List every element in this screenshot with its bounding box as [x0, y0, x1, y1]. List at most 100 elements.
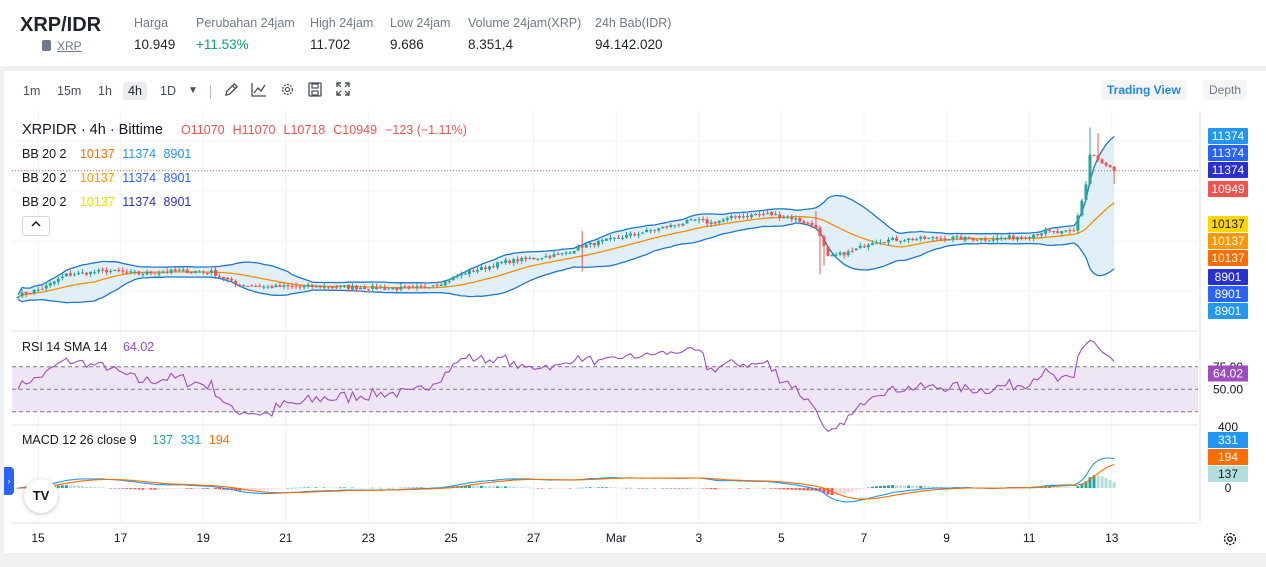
legend-bb-3[interactable]: BB 20 2 10137 11374 8901: [22, 195, 195, 209]
candle-body: [250, 285, 254, 287]
candle-body: [282, 285, 286, 287]
candle-body: [677, 224, 681, 226]
candle-body: [76, 272, 80, 275]
candle-body: [403, 286, 407, 288]
stat-turnover: 24h Bab(IDR) 94.142.020: [595, 16, 671, 52]
timeframe-1d[interactable]: 1D: [160, 84, 176, 98]
macd-histogram-bar: [907, 485, 911, 489]
macd-histogram-bar: [359, 487, 363, 489]
candle-body: [234, 280, 238, 285]
macd-histogram-bar: [149, 488, 153, 490]
fullscreen-icon[interactable]: [334, 82, 352, 100]
macd-histogram-bar: [548, 488, 552, 489]
stat-high: High 24jam 11.702: [310, 16, 373, 52]
candle-body: [713, 221, 717, 224]
macd-histogram-bar: [633, 487, 637, 489]
macd-histogram-bar: [169, 488, 173, 489]
coin-link[interactable]: XRP: [42, 39, 82, 53]
tradingview-logo[interactable]: TV: [24, 479, 58, 513]
candle-body: [862, 246, 866, 248]
candle-body: [262, 286, 266, 288]
depth-button[interactable]: Depth: [1203, 80, 1248, 100]
bb-label: BB 20 2: [22, 147, 67, 161]
settings-gear-icon[interactable]: [1222, 531, 1238, 551]
candle-body: [254, 285, 258, 287]
pencil-icon[interactable]: [222, 82, 240, 100]
gear-icon[interactable]: [278, 82, 296, 100]
candle-body: [778, 214, 782, 218]
macd-histogram-bar: [520, 487, 524, 489]
macd-histogram-bar: [262, 488, 266, 490]
legend-bb-1[interactable]: BB 20 2 10137 11374 8901: [22, 147, 195, 161]
macd-histogram-bar: [911, 485, 915, 489]
document-icon: [42, 40, 51, 51]
macd-axis-badge-label: 331: [1218, 433, 1238, 447]
macd-hist-value: 137: [152, 433, 173, 447]
macd-histogram-bar: [641, 488, 645, 489]
candle-body: [903, 240, 907, 242]
candle-body: [556, 253, 560, 255]
macd-histogram-bar: [544, 488, 548, 489]
macd-histogram-bar: [681, 488, 685, 489]
chevron-down-icon[interactable]: ▼: [188, 85, 198, 96]
macd-histogram-bar: [741, 488, 745, 489]
candle-body: [459, 273, 463, 276]
candle-body: [1040, 233, 1044, 236]
macd-histogram-bar: [205, 488, 209, 489]
candle-body: [181, 269, 185, 271]
side-panel-toggle[interactable]: ›: [4, 467, 14, 495]
timeframe-15m[interactable]: 15m: [57, 84, 82, 98]
line-chart-icon[interactable]: [250, 82, 268, 100]
bollinger-upper-line: [17, 135, 1115, 296]
macd-histogram-bar: [1076, 486, 1080, 489]
trading-view-button[interactable]: Trading View: [1101, 80, 1187, 100]
macd-histogram-bar: [822, 488, 826, 493]
candle-body: [342, 285, 346, 287]
bb-lower-value: 8901: [163, 195, 192, 209]
candle-body: [810, 223, 814, 226]
candle-body: [991, 239, 995, 241]
macd-histogram-bar: [310, 487, 314, 489]
candle-body: [1072, 230, 1076, 232]
candle-body: [455, 276, 459, 278]
legend-macd[interactable]: MACD 12 26 close 9 137 331 194: [22, 433, 234, 447]
candle-body: [226, 277, 230, 280]
candle-body: [782, 217, 786, 219]
candle-body: [568, 252, 572, 254]
bb-label: BB 20 2: [22, 195, 67, 209]
candle-body: [488, 266, 492, 270]
candle-body: [633, 234, 637, 236]
candle-body: [371, 285, 375, 289]
macd-histogram-bar: [528, 487, 532, 489]
save-icon[interactable]: [306, 82, 324, 100]
candle-body: [1011, 235, 1015, 239]
legend-rsi[interactable]: RSI 14 SMA 14 64.02: [22, 340, 158, 354]
candle-body: [451, 277, 455, 281]
toolbar-divider: [210, 85, 211, 99]
macd-value: 331: [180, 433, 202, 447]
macd-histogram-bar: [109, 488, 113, 489]
collapse-legend-button[interactable]: [22, 216, 50, 236]
macd-histogram-bar: [290, 487, 294, 489]
candle-body: [665, 226, 669, 228]
timeframe-1m[interactable]: 1m: [23, 84, 41, 98]
legend-bb-2[interactable]: BB 20 2 10137 11374 8901: [22, 171, 195, 185]
macd-histogram-bar: [882, 485, 886, 489]
macd-histogram-bar: [463, 485, 467, 489]
macd-histogram-bar: [246, 488, 250, 491]
price-axis-badge-label: 8901: [1215, 287, 1242, 301]
macd-histogram-bar: [56, 485, 60, 489]
candle-body: [242, 285, 246, 287]
timeframe-4h[interactable]: 4h: [123, 82, 147, 100]
candle-body: [806, 222, 810, 224]
timeframe-1h[interactable]: 1h: [98, 84, 112, 98]
price-chart[interactable]: 15 17 19 21 23 25 27 Mar 3 5 7 9 11 13 11374 11374 11374…: [4, 111, 1266, 553]
macd-histogram-bar: [790, 488, 794, 490]
macd-histogram-bar: [588, 487, 592, 489]
candle-body: [423, 286, 427, 288]
macd-histogram-bar: [479, 485, 483, 489]
stat-value: 9.686: [390, 37, 424, 52]
macd-histogram-bar: [556, 488, 560, 489]
candle-body: [766, 212, 770, 214]
candle-body: [822, 236, 826, 246]
